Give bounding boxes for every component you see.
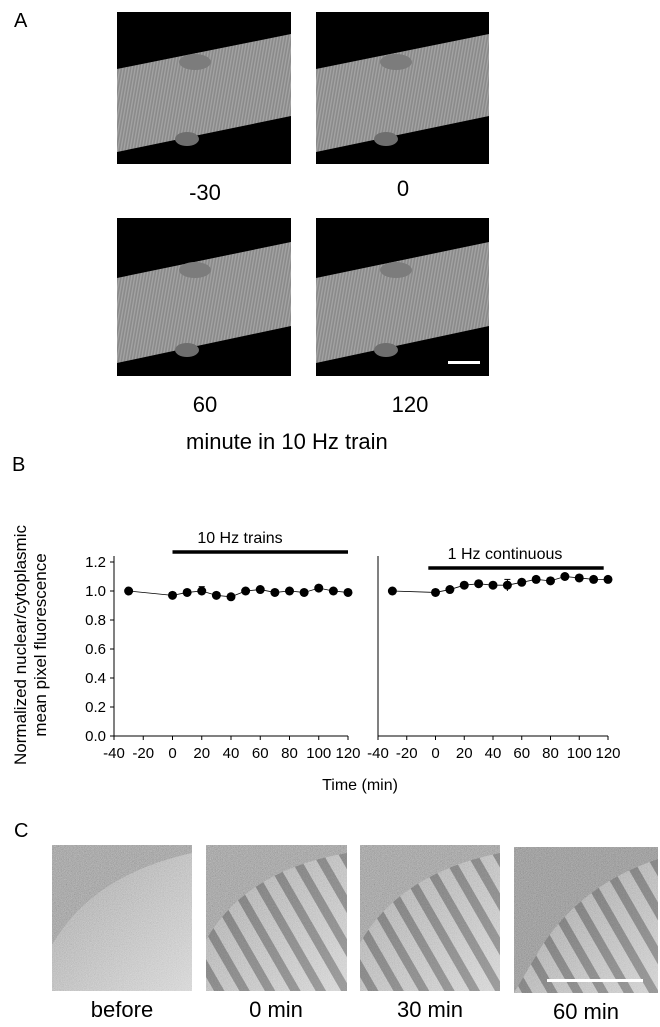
- y-tick-label: 1.2: [85, 554, 106, 571]
- y-tick-label: 0.4: [85, 670, 106, 687]
- confocal-label-60min: 60 min: [552, 999, 620, 1024]
- chart-title: 10 Hz trains: [197, 530, 282, 547]
- data-point: [241, 586, 251, 596]
- data-point: [226, 592, 236, 602]
- micrograph-a-minus30: [117, 12, 291, 164]
- y-tick-label: 0.0: [85, 728, 106, 745]
- confocal-0min: [206, 845, 347, 991]
- data-point: [445, 585, 455, 595]
- chart-title: 1 Hz continuous: [448, 546, 563, 563]
- x-tick-label: 40: [485, 745, 502, 762]
- x-tick-label: 100: [306, 745, 331, 762]
- data-point: [474, 579, 484, 589]
- data-point: [488, 580, 498, 590]
- y-tick-label: 0.8: [85, 612, 106, 629]
- plot-10hz-trains: -40 -20 0 20 40 60 80 100 120 0.0 0.2 0.4 0.6 0.8 1.0 1…: [85, 530, 360, 762]
- micrograph-a-120: [316, 218, 489, 376]
- x-tick-label: 20: [456, 745, 473, 762]
- data-point: [546, 576, 555, 586]
- x-tick-label: 120: [595, 745, 620, 762]
- y-axis-label-line1: Normalized nuclear/cytoplasmic: [11, 525, 30, 765]
- data-point: [459, 580, 469, 590]
- frame-label-minus30: -30: [189, 180, 221, 205]
- scale-bar-c: [547, 979, 643, 982]
- data-point: [431, 587, 440, 597]
- data-point: [255, 585, 265, 595]
- data-point: [285, 586, 294, 596]
- data-point: [560, 572, 570, 581]
- data-point: [531, 574, 541, 584]
- x-tick-label: 60: [513, 745, 530, 762]
- data-point: [168, 590, 177, 600]
- x-tick-label: 60: [252, 745, 269, 762]
- x-tick-label: 0: [168, 745, 176, 762]
- confocal-60min: [514, 847, 658, 993]
- confocal-before: [52, 845, 192, 991]
- frame-label-120: 120: [391, 392, 429, 417]
- x-tick-label: -20: [132, 745, 154, 762]
- confocal-30min: [360, 845, 500, 991]
- data-point: [299, 587, 309, 597]
- micrograph-a-0: [316, 12, 489, 164]
- data-point: [182, 587, 192, 597]
- x-tick-label: 120: [335, 745, 360, 762]
- data-point: [211, 590, 221, 600]
- x-tick-label: 20: [193, 745, 210, 762]
- panel-b-charts: Normalized nuclear/cytoplasmic mean pixe…: [11, 525, 621, 794]
- micrograph-a-60: [117, 218, 291, 376]
- data-point: [387, 586, 397, 596]
- x-tick-label: -40: [103, 745, 125, 762]
- data-point: [502, 580, 512, 590]
- data-point: [124, 586, 134, 596]
- x-tick-label: 80: [542, 745, 559, 762]
- frame-label-0: 0: [396, 176, 410, 201]
- data-point: [314, 583, 324, 593]
- panel-a-caption: minute in 10 Hz train: [186, 429, 388, 454]
- y-tick-label: 1.0: [85, 583, 106, 600]
- x-tick-label: -20: [396, 745, 418, 762]
- x-tick-label: 80: [281, 745, 298, 762]
- data-point: [343, 587, 353, 597]
- confocal-label-30min: 30 min: [396, 997, 464, 1022]
- panel-b-letter: B: [12, 454, 26, 476]
- y-tick-label: 0.2: [85, 699, 106, 716]
- x-axis-label: Time (min): [322, 777, 398, 794]
- frame-label-60: 60: [192, 392, 218, 417]
- data-point: [603, 574, 613, 584]
- plot-1hz-continuous: -40 -20 0 20 40 60 80 100 120 1 Hz continuous: [367, 546, 620, 762]
- panel-a-letter: A: [14, 10, 28, 32]
- data-point: [574, 573, 584, 583]
- x-tick-label: 100: [567, 745, 592, 762]
- y-axis-label-line2: mean pixel fluorescence: [31, 553, 50, 736]
- x-tick-label: 0: [431, 745, 439, 762]
- confocal-label-before: before: [90, 997, 154, 1022]
- panel-c-letter: C: [14, 820, 29, 842]
- data-point: [270, 587, 280, 597]
- scale-bar-a: [448, 361, 480, 364]
- data-point: [589, 574, 599, 584]
- confocal-label-0min: 0 min: [249, 997, 303, 1022]
- data-point: [328, 586, 338, 596]
- x-tick-label: -40: [367, 745, 389, 762]
- x-tick-label: 40: [223, 745, 240, 762]
- data-point: [517, 577, 527, 587]
- data-point: [197, 586, 207, 596]
- y-tick-label: 0.6: [85, 641, 106, 658]
